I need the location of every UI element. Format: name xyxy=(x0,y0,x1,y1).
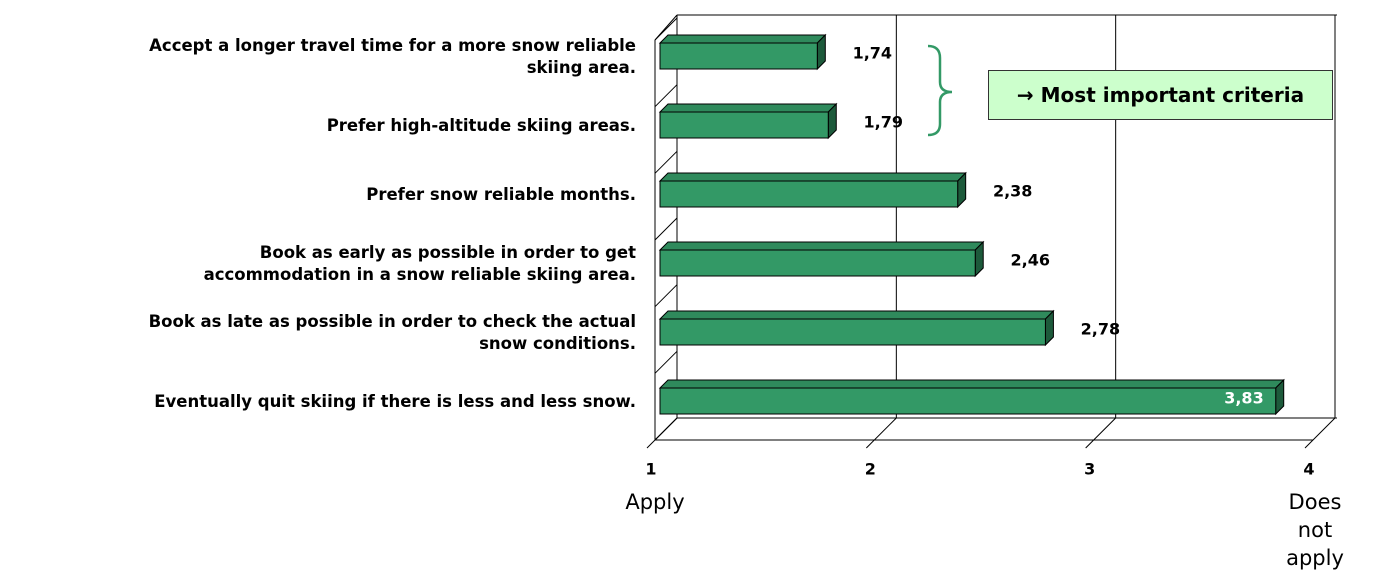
bar-top xyxy=(658,310,1055,320)
brace xyxy=(927,44,953,137)
value-label: 2,46 xyxy=(1010,251,1049,270)
bar xyxy=(658,102,838,140)
y-tick xyxy=(654,350,678,374)
bar xyxy=(658,240,985,278)
category-label: Eventually quit skiing if there is less … xyxy=(154,392,636,411)
category-label: Prefer high-altitude skiing areas. xyxy=(326,116,636,135)
x-tick-label: 4 xyxy=(1303,460,1314,479)
bar-top xyxy=(658,172,967,182)
x-axis-label: Apply xyxy=(625,490,685,514)
x-axis-label: Does not apply xyxy=(1286,490,1344,570)
bar xyxy=(658,378,1285,416)
bar xyxy=(658,33,827,71)
tick-mark xyxy=(1304,417,1336,449)
y-tick xyxy=(654,150,678,174)
bar-front xyxy=(659,387,1277,415)
x-tick-label: 3 xyxy=(1084,460,1095,479)
y-tick xyxy=(654,217,678,241)
tick-mark xyxy=(865,417,897,449)
bar-front xyxy=(659,180,959,208)
bar xyxy=(658,309,1055,347)
frame xyxy=(654,14,1337,441)
category-label: Book as early as possible in order to ge… xyxy=(203,243,636,284)
x-tick-label: 1 xyxy=(645,460,656,479)
bar-front xyxy=(659,249,976,277)
category-label: Book as late as possible in order to che… xyxy=(148,312,636,353)
bar-front xyxy=(659,318,1046,346)
value-label: 2,78 xyxy=(1081,320,1120,339)
category-label: Prefer snow reliable months. xyxy=(366,185,636,204)
value-label: 3,83 xyxy=(1224,389,1263,408)
value-label: 1,74 xyxy=(853,44,892,63)
y-tick xyxy=(654,417,678,441)
bar-top xyxy=(658,103,838,113)
y-tick xyxy=(654,84,678,108)
page: 1 2 3 4 1,74 1,79 2,38 2,46 2,78 3,83 → Most impo… xyxy=(148,14,1344,570)
value-label: 2,38 xyxy=(993,182,1032,201)
tick-mark xyxy=(1085,417,1117,449)
annotation: → Most important criteria xyxy=(988,70,1333,120)
bar-top xyxy=(658,379,1285,389)
x-tick-label: 2 xyxy=(865,460,876,479)
category-label: Accept a longer travel time for a more s… xyxy=(149,36,636,77)
bar xyxy=(658,171,967,209)
y-tick xyxy=(654,17,678,41)
bar-front xyxy=(659,42,818,70)
value-label: 1,79 xyxy=(864,113,903,132)
bar-top xyxy=(658,34,827,44)
chart: 1 2 3 4 1,74 1,79 2,38 2,46 2,78 3,83 xyxy=(645,14,1337,479)
bar-front xyxy=(659,111,829,139)
y-tick xyxy=(654,284,678,308)
bar-top xyxy=(658,241,985,251)
